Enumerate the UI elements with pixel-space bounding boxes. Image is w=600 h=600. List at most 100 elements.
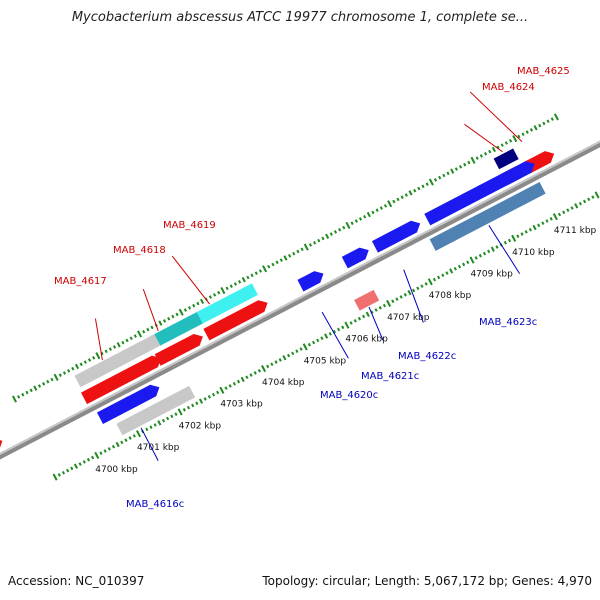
scale-tick [488, 149, 492, 154]
scale-tick [308, 243, 313, 247]
scale-tick [442, 173, 446, 178]
scale-tick [421, 184, 425, 189]
scale-tick [200, 298, 205, 305]
scale-tick [521, 132, 525, 137]
scale-tick [275, 260, 279, 265]
scale-tick [253, 371, 257, 375]
scale-tick [354, 219, 358, 223]
map-title: Mycobacterium abscessus ATCC 19977 chrom… [71, 10, 529, 25]
gene-label-mab-4625[interactable]: MAB_4625 [517, 66, 570, 77]
scale-tick [328, 332, 332, 336]
scale-tick [302, 343, 308, 351]
scale-tick [92, 356, 96, 360]
scale-tick [208, 295, 212, 299]
scale-tick [111, 444, 116, 449]
gene-label-mab-4616c[interactable]: MAB_4616c [126, 499, 184, 510]
scale-tick [550, 117, 554, 121]
scale-tick [594, 191, 600, 199]
scale-tick [236, 379, 241, 384]
scale-tick [503, 240, 507, 245]
scale-tick [91, 455, 95, 460]
scale-tick [417, 186, 421, 191]
scale-tick [107, 447, 111, 451]
gene-label-mab-4617[interactable]: MAB_4617 [54, 276, 107, 287]
scale-tick [153, 423, 157, 427]
scale-tick [370, 310, 374, 314]
scale-tick [542, 121, 546, 126]
scale-tick [220, 286, 226, 295]
gene-label-mab-4623c[interactable]: MAB_4623c [479, 317, 537, 328]
scale-tick [316, 338, 320, 343]
scale-tick [167, 316, 171, 321]
gene-arrow-blue-2[interactable] [341, 244, 372, 269]
gene-label-mab-4621c[interactable]: MAB_4621c [361, 371, 419, 382]
gene-mab-4616c-blue[interactable] [96, 382, 162, 424]
scale-tick [365, 311, 370, 318]
scale-tick [382, 303, 387, 308]
scale-tick [25, 390, 29, 395]
scale-tick [299, 347, 303, 351]
scale-tick [395, 297, 399, 301]
scale-tick [350, 221, 354, 226]
scale-tick [427, 278, 433, 286]
leader-mab-4622c [403, 269, 424, 323]
scale-tick [441, 273, 445, 278]
scale-tick [396, 197, 400, 202]
scale-tick [245, 375, 249, 380]
gene-mab-4619-cyan[interactable] [196, 283, 258, 324]
scale-tick [479, 154, 483, 158]
scale-tick [162, 319, 167, 323]
scale-tick [508, 138, 513, 143]
scale-tick [274, 360, 278, 364]
scale-tick [211, 392, 216, 397]
scale-tick [425, 182, 429, 186]
scale-tick [546, 119, 550, 124]
scale-tick [129, 336, 133, 341]
gene-mab-4624-navy[interactable] [493, 148, 519, 170]
scale-tick [524, 230, 528, 234]
gene-mab-4617-grey[interactable] [74, 334, 161, 388]
tick-row-bottom [52, 191, 600, 481]
scale-tick [303, 243, 309, 251]
scale-tick [11, 395, 17, 403]
gene-mab-4621c-pink[interactable] [354, 289, 380, 311]
scale-tick [512, 135, 518, 143]
gene-arrow-red-1[interactable] [81, 352, 164, 405]
gene-mab-4623c-steelblue[interactable] [429, 182, 546, 251]
scale-tick [353, 319, 357, 323]
gene-arrow-red-2[interactable] [154, 331, 206, 366]
scale-tick [379, 206, 383, 210]
scale-tick [424, 282, 428, 286]
leader-mab-4618 [142, 288, 159, 332]
scale-tick [574, 203, 579, 209]
scale-tick [175, 312, 179, 317]
scale-tick [321, 236, 325, 241]
scale-tick [420, 284, 424, 288]
scale-tick [496, 145, 500, 150]
gene-label-mab-4619[interactable]: MAB_4619 [163, 220, 216, 231]
gene-label-mab-4618[interactable]: MAB_4618 [113, 245, 166, 256]
scale-tick [507, 238, 512, 243]
scale-tick [407, 289, 412, 296]
scale-tick [125, 338, 129, 343]
gene-arrow-blue-1[interactable] [297, 268, 326, 292]
scale-tick [46, 379, 50, 384]
gene-arrow-blue-4[interactable] [424, 158, 537, 226]
scale-tick [587, 197, 591, 202]
gene-label-mab-4620c[interactable]: MAB_4620c [320, 390, 378, 401]
scale-tick [145, 427, 149, 432]
gene-label-mab-4622c[interactable]: MAB_4622c [398, 351, 456, 362]
scale-tick [408, 190, 413, 196]
gene-arrow-blue-3[interactable] [371, 218, 423, 253]
scale-tick [386, 299, 392, 308]
gene-mab-4616c-grey[interactable] [116, 385, 196, 436]
gene-label-mab-4624[interactable]: MAB_4624 [482, 82, 535, 93]
gene-mab-4618-teal[interactable] [154, 311, 203, 346]
scale-tick [195, 401, 199, 406]
gene-arrow-red-3[interactable] [203, 297, 270, 341]
scale-tick [591, 195, 595, 199]
scale-tick [262, 265, 268, 273]
scale-tick [142, 329, 146, 334]
scale-tick [83, 360, 87, 364]
